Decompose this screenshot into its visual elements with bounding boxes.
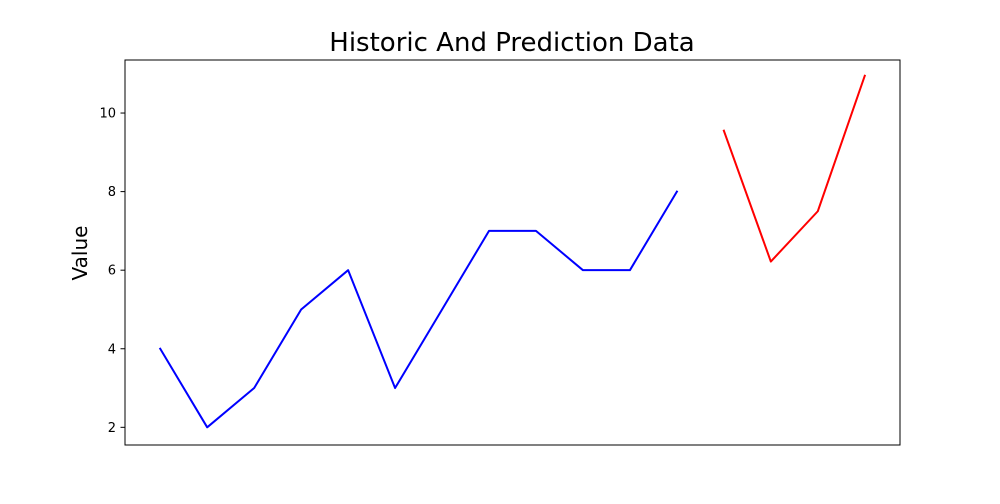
prediction-series-line [722,74,867,263]
y-tick-label: 8 [108,185,116,200]
y-tick-label: 6 [108,264,116,279]
chart-title: Historic And Prediction Data [329,28,694,58]
historic-series-line [158,190,679,429]
y-axis-ticks: 2 4 6 8 10 [99,107,125,436]
y-tick-label: 10 [99,107,116,122]
plot-area-frame [124,59,901,446]
y-tick-label: 4 [108,342,116,357]
series-group [158,74,867,429]
y-axis-label: Value [68,226,92,281]
y-tick-label: 2 [108,421,116,436]
